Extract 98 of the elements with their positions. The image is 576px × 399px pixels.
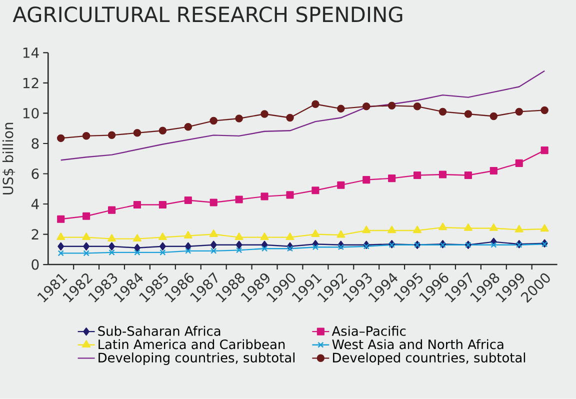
point <box>210 240 217 250</box>
y-tick-label: 4 <box>31 199 39 210</box>
legend-label: Developed countries, subtotal <box>333 352 526 366</box>
point <box>362 102 370 110</box>
point <box>336 230 346 238</box>
point <box>490 167 498 175</box>
point <box>413 102 422 110</box>
y-tick-label: 6 <box>32 168 39 180</box>
point <box>133 129 142 137</box>
point <box>464 224 472 232</box>
point <box>362 226 371 234</box>
point <box>236 240 242 250</box>
legend-label: Asia–Pacific <box>332 326 406 336</box>
point <box>133 234 142 242</box>
y-tick-label: 12 <box>23 78 38 88</box>
point <box>57 215 65 224</box>
point <box>184 242 192 251</box>
point <box>236 247 242 254</box>
point <box>184 196 192 204</box>
point <box>286 246 294 252</box>
point <box>159 242 166 251</box>
point <box>286 232 294 240</box>
point <box>312 186 320 194</box>
point <box>158 232 167 240</box>
point <box>210 117 218 125</box>
point <box>134 249 140 256</box>
point <box>312 244 319 250</box>
point <box>235 114 243 122</box>
point <box>363 243 370 250</box>
y-tick-label: 2 <box>32 229 38 240</box>
point <box>108 206 116 214</box>
point <box>312 100 320 108</box>
point <box>337 181 345 189</box>
point <box>413 226 422 234</box>
point <box>286 114 294 122</box>
point <box>210 248 217 254</box>
point <box>133 201 142 209</box>
point <box>108 242 115 251</box>
point <box>515 108 523 116</box>
point <box>210 198 218 206</box>
point <box>56 134 65 142</box>
point <box>158 201 166 209</box>
point <box>184 231 192 239</box>
point <box>337 104 345 113</box>
point <box>260 232 269 240</box>
point <box>185 248 192 254</box>
point <box>540 106 548 114</box>
legend-label: West Asia and North Africa <box>332 339 504 350</box>
point <box>489 224 498 232</box>
point <box>82 212 90 220</box>
point <box>234 232 244 240</box>
point <box>464 172 472 180</box>
legend-label: Sub-Saharan Africa <box>98 326 220 336</box>
y-tick-label: 14 <box>23 48 39 58</box>
point <box>490 242 497 248</box>
point <box>438 108 447 116</box>
y-tick-label: 10 <box>23 108 39 119</box>
point <box>515 159 523 168</box>
y-tick-label: 8 <box>32 138 39 149</box>
point <box>83 250 90 256</box>
point <box>56 232 66 240</box>
point <box>58 242 64 251</box>
point <box>311 230 320 238</box>
point <box>260 192 268 200</box>
point <box>540 146 548 154</box>
point <box>490 112 498 120</box>
point <box>286 191 294 199</box>
point <box>108 249 115 256</box>
point <box>388 226 396 234</box>
point <box>108 131 116 140</box>
point <box>540 224 549 232</box>
point <box>83 242 90 251</box>
point <box>58 250 64 256</box>
point <box>260 110 268 118</box>
point <box>209 230 218 238</box>
point <box>160 249 166 256</box>
point <box>158 126 167 135</box>
chart-title: AGRICULTURAL RESEARCH SPENDING <box>12 6 402 22</box>
point <box>82 232 91 240</box>
point <box>108 234 116 242</box>
point <box>438 222 447 230</box>
point <box>338 244 344 250</box>
point <box>388 102 396 110</box>
y-tick-label: 0 <box>32 259 39 270</box>
point <box>414 172 422 180</box>
point <box>82 132 90 140</box>
point <box>514 225 524 233</box>
legend-label: Latin America and Caribbean <box>98 339 285 350</box>
point <box>388 174 396 182</box>
point <box>261 246 268 252</box>
point <box>184 123 192 131</box>
y-axis-title: US$ billion <box>2 122 16 194</box>
point <box>134 244 140 252</box>
point <box>362 176 370 184</box>
point <box>235 196 243 204</box>
legend-label: Developing countries, subtotal <box>98 352 294 366</box>
point <box>464 110 472 118</box>
point <box>438 170 447 178</box>
